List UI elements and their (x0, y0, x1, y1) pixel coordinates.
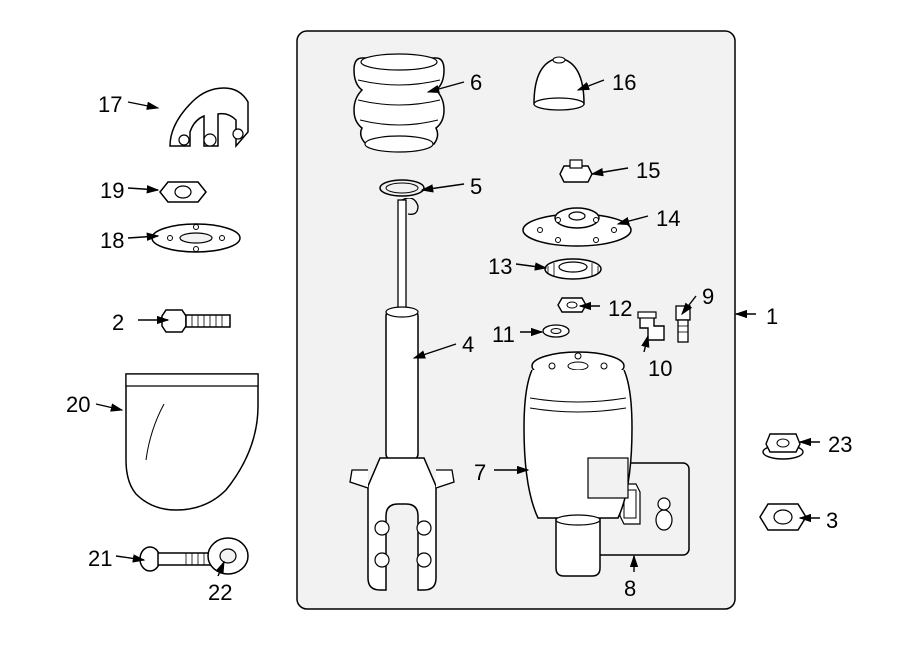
label-8: 8 (624, 576, 636, 602)
label-17: 17 (98, 92, 122, 118)
label-4: 4 (462, 332, 474, 358)
label-5: 5 (470, 174, 482, 200)
label-19: 19 (100, 178, 124, 204)
label-21: 21 (88, 546, 112, 572)
label-3: 3 (826, 508, 838, 534)
label-6: 6 (470, 70, 482, 96)
label-18: 18 (100, 228, 124, 254)
label-1: 1 (766, 304, 778, 330)
label-12: 12 (608, 296, 632, 322)
label-22: 22 (208, 580, 232, 606)
label-11: 11 (492, 322, 515, 348)
arrows-overlay (0, 0, 900, 661)
label-23: 23 (828, 432, 852, 458)
diagram-canvas: 1 2 3 4 5 6 7 8 9 10 11 12 13 14 15 16 1… (0, 0, 900, 661)
label-9: 9 (702, 284, 714, 310)
label-16: 16 (612, 70, 636, 96)
label-20: 20 (66, 392, 90, 418)
label-10: 10 (648, 356, 672, 382)
label-14: 14 (656, 206, 680, 232)
label-7: 7 (474, 460, 486, 486)
label-2: 2 (112, 310, 124, 336)
label-15: 15 (636, 158, 660, 184)
label-13: 13 (488, 254, 512, 280)
